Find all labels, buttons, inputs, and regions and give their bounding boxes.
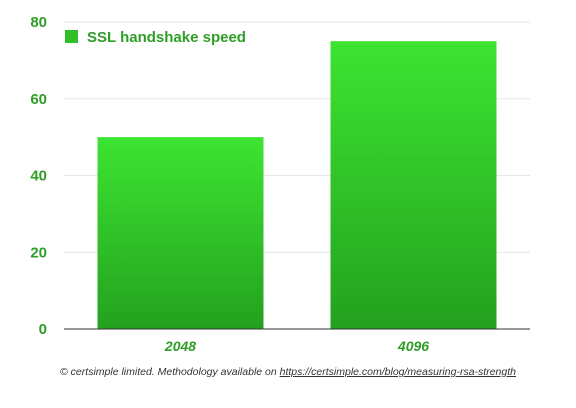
x-tick-label: 2048: [164, 338, 196, 354]
y-tick-label: 60: [30, 91, 47, 108]
y-tick-label: 20: [30, 244, 47, 261]
legend-label: SSL handshake speed: [87, 29, 246, 46]
y-tick-label: 40: [30, 168, 47, 185]
bar-2048: [97, 137, 264, 329]
y-tick-label: 80: [30, 14, 47, 31]
bars: [97, 41, 497, 329]
methodology-link[interactable]: https://certsimple.com/blog/measuring-rs…: [279, 366, 516, 378]
x-tick-label: 4096: [397, 338, 429, 354]
footer-text: © certsimple limited. Methodology availa…: [60, 366, 280, 378]
bar-4096: [330, 41, 497, 329]
axes: 0 20 40 60 80 2048 4096: [30, 14, 530, 354]
y-tick-label: 0: [39, 321, 47, 338]
legend-swatch: [65, 30, 78, 43]
legend: SSL handshake speed: [65, 29, 246, 46]
footer-note: © certsimple limited. Methodology availa…: [0, 366, 576, 378]
